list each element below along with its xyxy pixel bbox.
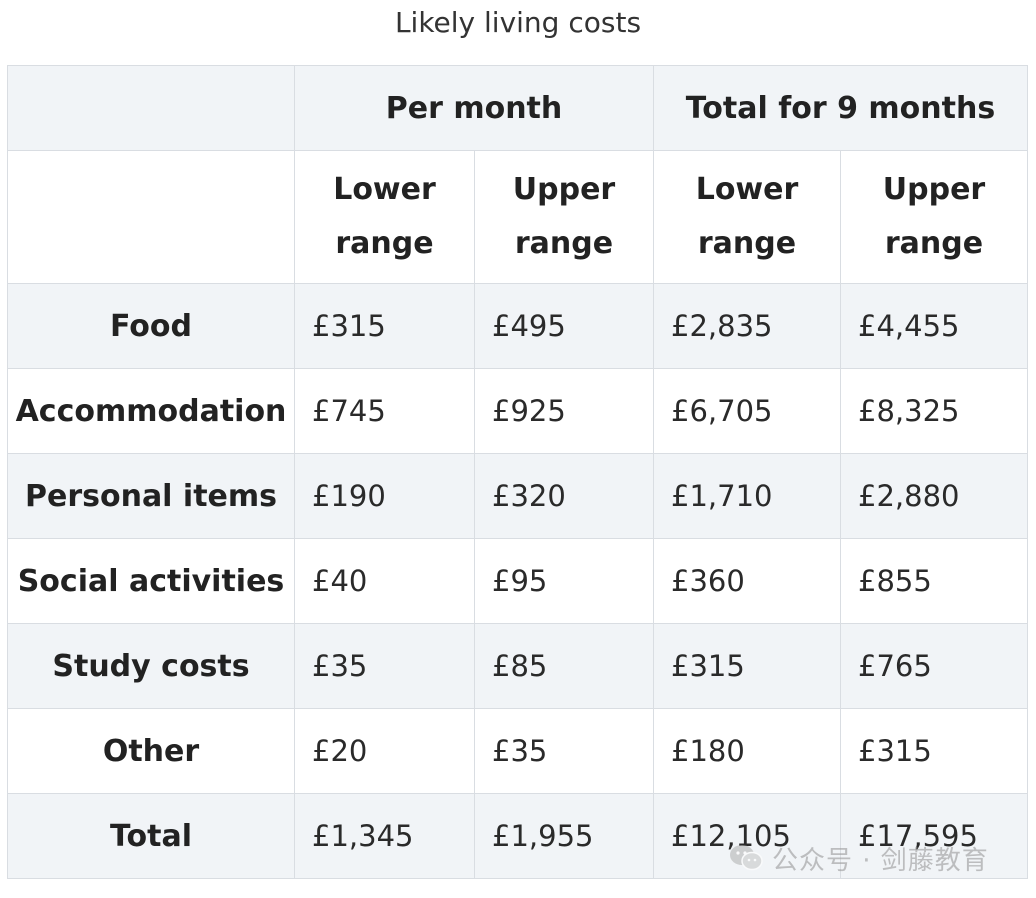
cell-per-month-lower: £20: [294, 708, 475, 794]
header-empty-cell: [7, 65, 295, 151]
row-label: Personal items: [7, 453, 295, 539]
cell-total-upper: £2,880: [840, 453, 1028, 539]
header-upper-range: Upper range: [474, 150, 654, 284]
living-costs-table: Per month Total for 9 months Lower range…: [7, 65, 1028, 879]
cell-total-upper: £855: [840, 538, 1028, 624]
cell-total-lower: £360: [653, 538, 841, 624]
cell-per-month-lower: £190: [294, 453, 475, 539]
cell-total-upper: £765: [840, 623, 1028, 709]
cell-per-month-lower: £745: [294, 368, 475, 454]
table-caption: Likely living costs: [394, 6, 642, 39]
cell-per-month-upper: £320: [474, 453, 654, 539]
header-empty-cell: [7, 150, 295, 284]
header-lower-range-text: Lower range: [333, 172, 436, 261]
row-label: Study costs: [7, 623, 295, 709]
cell-total-lower: £6,705: [653, 368, 841, 454]
cell-total-lower: £315: [653, 623, 841, 709]
header-upper-range-text: Upper range: [882, 172, 986, 261]
header-lower-range-text: Lower range: [695, 172, 799, 261]
cell-total-lower: £1,710: [653, 453, 841, 539]
header-row-ranges: Lower range Upper range Lower range Uppe…: [7, 150, 1028, 284]
cell-per-month-upper: £495: [474, 283, 654, 369]
cell-per-month-upper: £925: [474, 368, 654, 454]
cell-total-lower: £2,835: [653, 283, 841, 369]
cell-per-month-upper: £95: [474, 538, 654, 624]
header-lower-range: Lower range: [653, 150, 841, 284]
cell-total-lower: £12,105: [653, 793, 841, 879]
table-row: Food £315 £495 £2,835 £4,455: [7, 283, 1028, 369]
table-row: Other £20 £35 £180 £315: [7, 708, 1028, 794]
cell-total-upper: £17,595: [840, 793, 1028, 879]
cell-per-month-lower: £40: [294, 538, 475, 624]
cell-total-upper: £8,325: [840, 368, 1028, 454]
cell-per-month-upper: £1,955: [474, 793, 654, 879]
row-label: Accommodation: [7, 368, 295, 454]
table-row: Social activities £40 £95 £360 £855: [7, 538, 1028, 624]
header-lower-range: Lower range: [294, 150, 475, 284]
row-label: Total: [7, 793, 295, 879]
table-row: Accommodation £745 £925 £6,705 £8,325: [7, 368, 1028, 454]
row-label: Food: [7, 283, 295, 369]
header-row-groups: Per month Total for 9 months: [7, 65, 1028, 151]
cell-total-lower: £180: [653, 708, 841, 794]
header-total-9-months: Total for 9 months: [653, 65, 1028, 151]
cell-per-month-lower: £35: [294, 623, 475, 709]
row-label: Social activities: [7, 538, 295, 624]
table-row-total: Total £1,345 £1,955 £12,105 £17,595: [7, 793, 1028, 879]
cell-per-month-lower: £315: [294, 283, 475, 369]
header-upper-range: Upper range: [840, 150, 1028, 284]
row-label: Other: [7, 708, 295, 794]
cell-total-upper: £4,455: [840, 283, 1028, 369]
header-upper-range-text: Upper range: [512, 172, 616, 261]
cell-per-month-lower: £1,345: [294, 793, 475, 879]
table-row: Study costs £35 £85 £315 £765: [7, 623, 1028, 709]
table-row: Personal items £190 £320 £1,710 £2,880: [7, 453, 1028, 539]
cell-per-month-upper: £35: [474, 708, 654, 794]
cell-total-upper: £315: [840, 708, 1028, 794]
cell-per-month-upper: £85: [474, 623, 654, 709]
header-per-month: Per month: [294, 65, 654, 151]
